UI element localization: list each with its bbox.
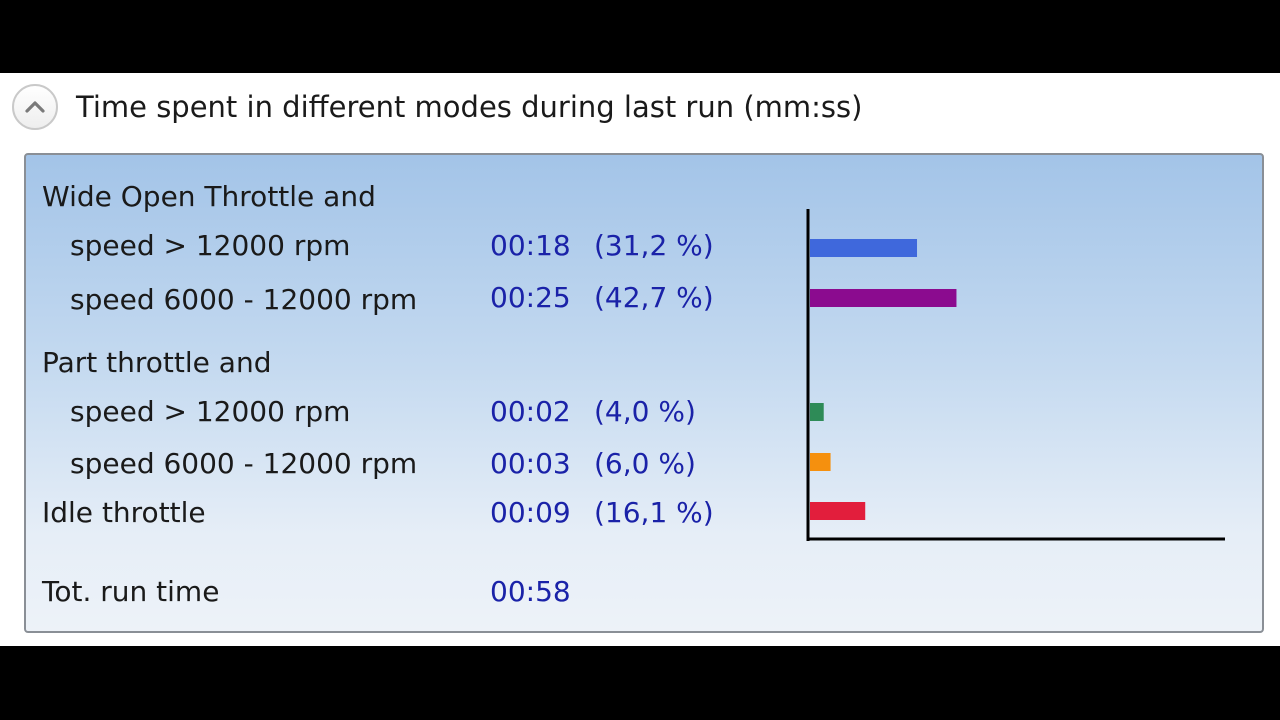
row-percent: (42,7 %) bbox=[594, 281, 714, 314]
wot-group-label: Wide Open Throttle and bbox=[42, 180, 376, 213]
part-throttle-group-label: Part throttle and bbox=[42, 346, 272, 379]
chart-bar bbox=[810, 502, 866, 520]
row-percent: (4,0 %) bbox=[594, 395, 696, 428]
mode-bar-chart bbox=[806, 209, 1225, 541]
row-time: 00:18 bbox=[490, 229, 571, 262]
chart-bar bbox=[810, 403, 824, 421]
row-label: speed 6000 - 12000 rpm bbox=[70, 447, 418, 480]
row-label: Idle throttle bbox=[42, 496, 206, 529]
section-header: Time spent in different modes during las… bbox=[12, 84, 862, 130]
total-label: Tot. run time bbox=[42, 575, 220, 608]
mode-time-panel: Time spent in different modes during las… bbox=[0, 73, 1280, 646]
chevron-up-icon bbox=[25, 101, 45, 113]
row-label: speed > 12000 rpm bbox=[70, 395, 351, 428]
row-time: 00:09 bbox=[490, 496, 571, 529]
collapse-button[interactable] bbox=[12, 84, 58, 130]
section-title: Time spent in different modes during las… bbox=[76, 90, 863, 124]
chart-bar bbox=[810, 289, 957, 307]
row-label: speed 6000 - 12000 rpm bbox=[70, 283, 418, 316]
row-time: 00:25 bbox=[490, 281, 571, 314]
chart-bar bbox=[810, 239, 918, 257]
row-time: 00:03 bbox=[490, 447, 571, 480]
row-percent: (31,2 %) bbox=[594, 229, 714, 262]
mode-summary-box: Wide Open Throttle and Part throttle and… bbox=[24, 153, 1264, 633]
row-time: 00:02 bbox=[490, 395, 571, 428]
total-time: 00:58 bbox=[490, 575, 571, 608]
row-percent: (16,1 %) bbox=[594, 496, 714, 529]
chart-bar bbox=[810, 453, 831, 471]
row-percent: (6,0 %) bbox=[594, 447, 696, 480]
row-label: speed > 12000 rpm bbox=[70, 229, 351, 262]
